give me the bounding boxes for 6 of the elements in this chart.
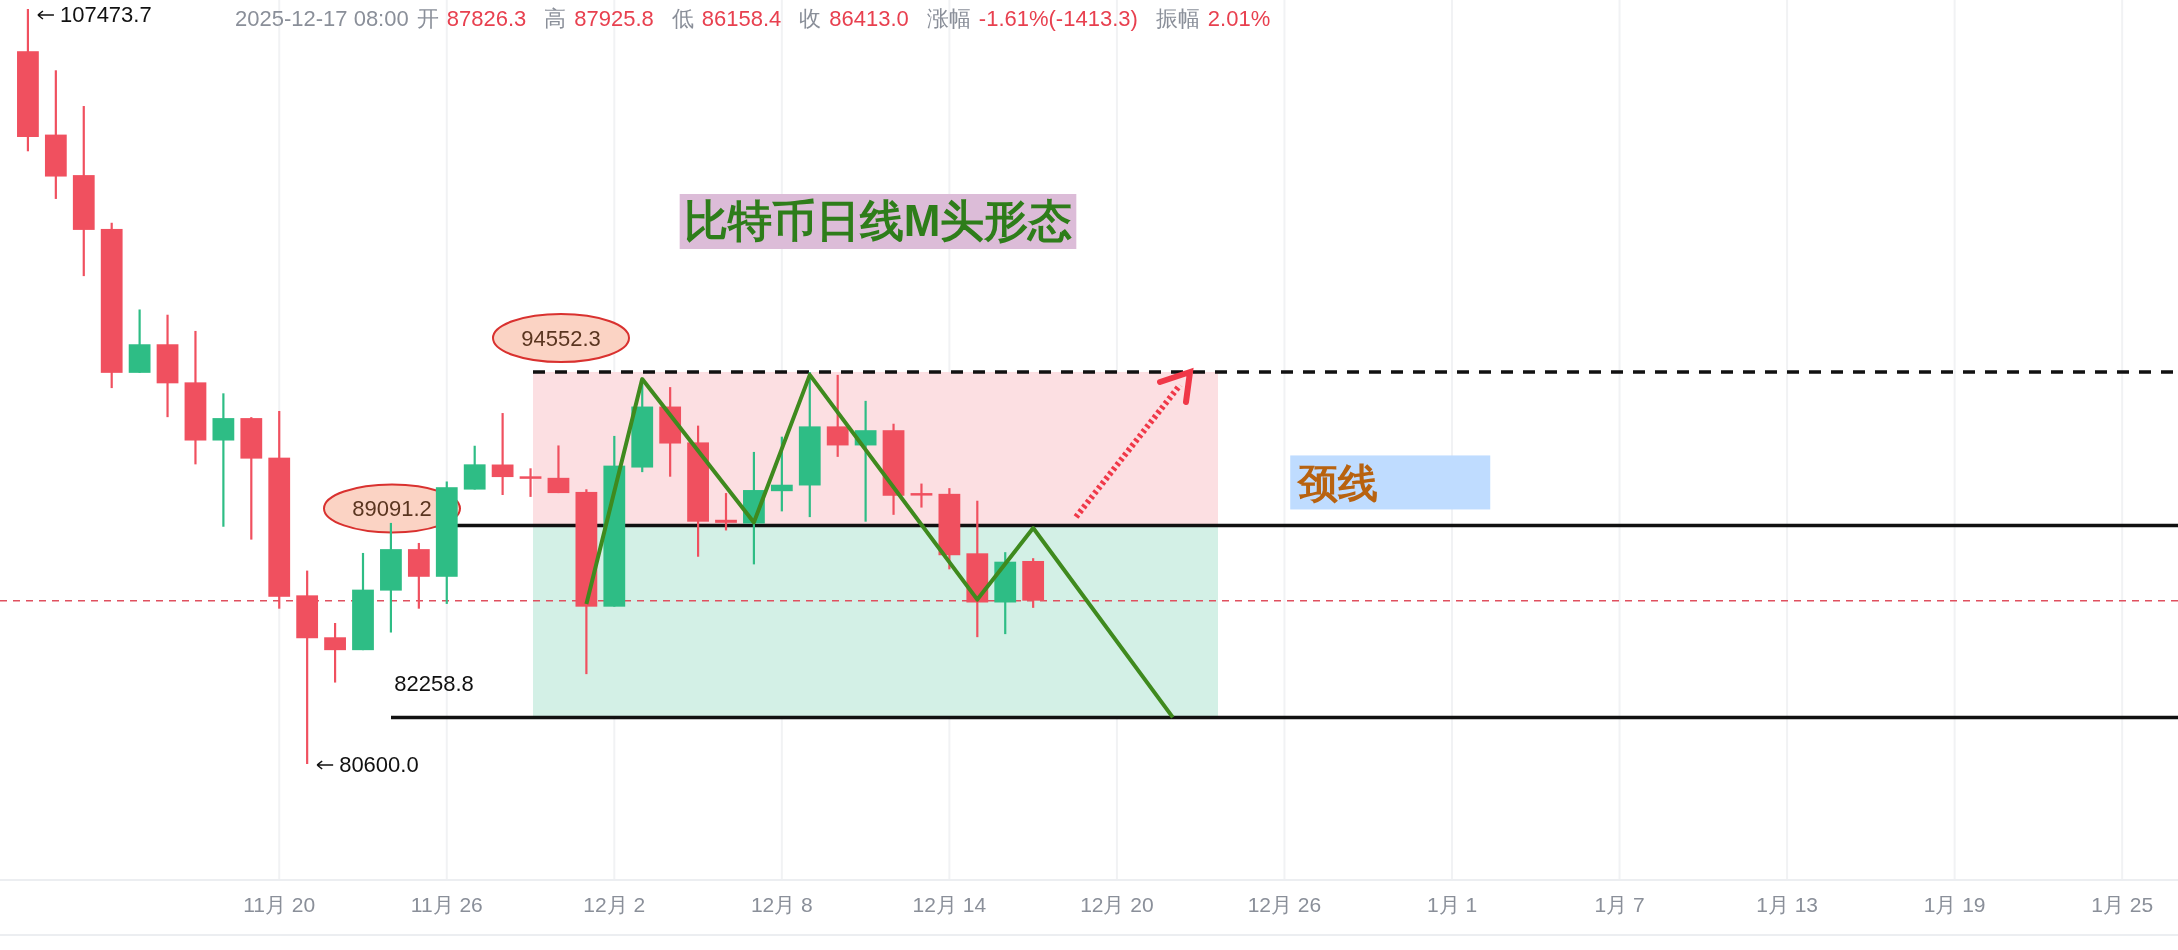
ref-line-label: 94552.3 [521,326,601,352]
title: 比特币日线M头形态 [679,194,1077,249]
annotation: 107473.7 [59,2,152,27]
annotation: 80600.0 [339,752,419,777]
annotation: 颈线 [1296,461,1379,506]
ref-line-label: 89091.2 [352,496,432,522]
